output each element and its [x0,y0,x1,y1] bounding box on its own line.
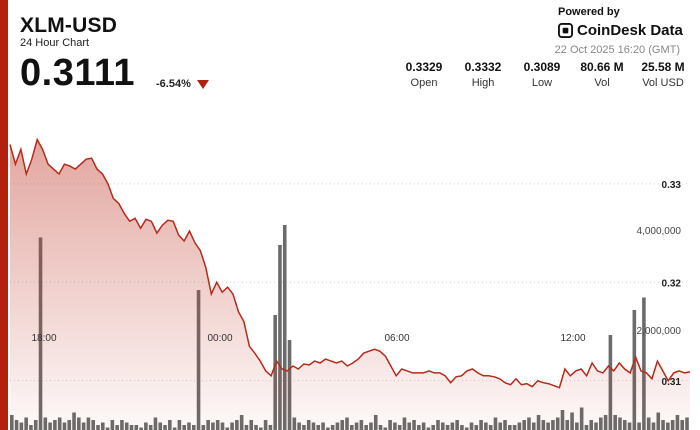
symbol-title: XLM-USD [20,14,118,37]
accent-bar [0,0,8,430]
volume-bar [642,297,646,430]
stat-label: Vol USD [642,77,684,89]
y-tick-label: 0.31 [662,377,682,388]
stat-value: 0.3329 [405,60,443,74]
stat-low: 0.3089 Low [520,60,564,89]
price-line [9,137,691,389]
coindesk-logo: CoinDesk Data [558,22,683,39]
stat-label: Vol [594,77,610,89]
stat-vol: 80.66 M Vol [575,60,629,89]
coindesk-mark-icon [558,23,573,38]
volume-tick-label: 2,000,000 [637,326,682,337]
x-tick-label: 06:00 [384,333,409,344]
powered-by-label: Powered by [558,6,620,18]
stat-label: Low [531,77,553,89]
stat-label: Open [410,77,438,89]
price-area [10,139,690,430]
stat-label: High [471,77,495,89]
chart-subtitle: 24 Hour Chart [20,37,90,49]
stat-high: 0.3332 High [461,60,505,89]
stat-value: 25.58 M [641,60,685,74]
stat-value: 0.3089 [523,60,561,74]
x-tick-label: 00:00 [207,333,232,344]
y-tick-label: 0.33 [662,180,682,191]
stat-value: 0.3332 [464,60,502,74]
x-tick-label: 12:00 [560,333,585,344]
stat-vol-usd: 25.58 M Vol USD [636,60,690,89]
down-arrow-icon [197,80,209,89]
stat-open: 0.3329 Open [402,60,446,89]
stat-value: 80.66 M [580,60,624,74]
current-price: 0.3111 [20,52,136,94]
brand-name: CoinDesk Data [577,22,683,39]
volume-bar [278,245,282,430]
timestamp: 22 Oct 2025 16:20 (GMT) [554,44,680,56]
volume-tick-label: 4,000,000 [637,226,682,237]
volume-bar [282,225,287,430]
y-tick-label: 0.32 [662,278,682,289]
price-change: -6.54% [156,78,191,90]
x-tick-label: 18:00 [31,333,56,344]
